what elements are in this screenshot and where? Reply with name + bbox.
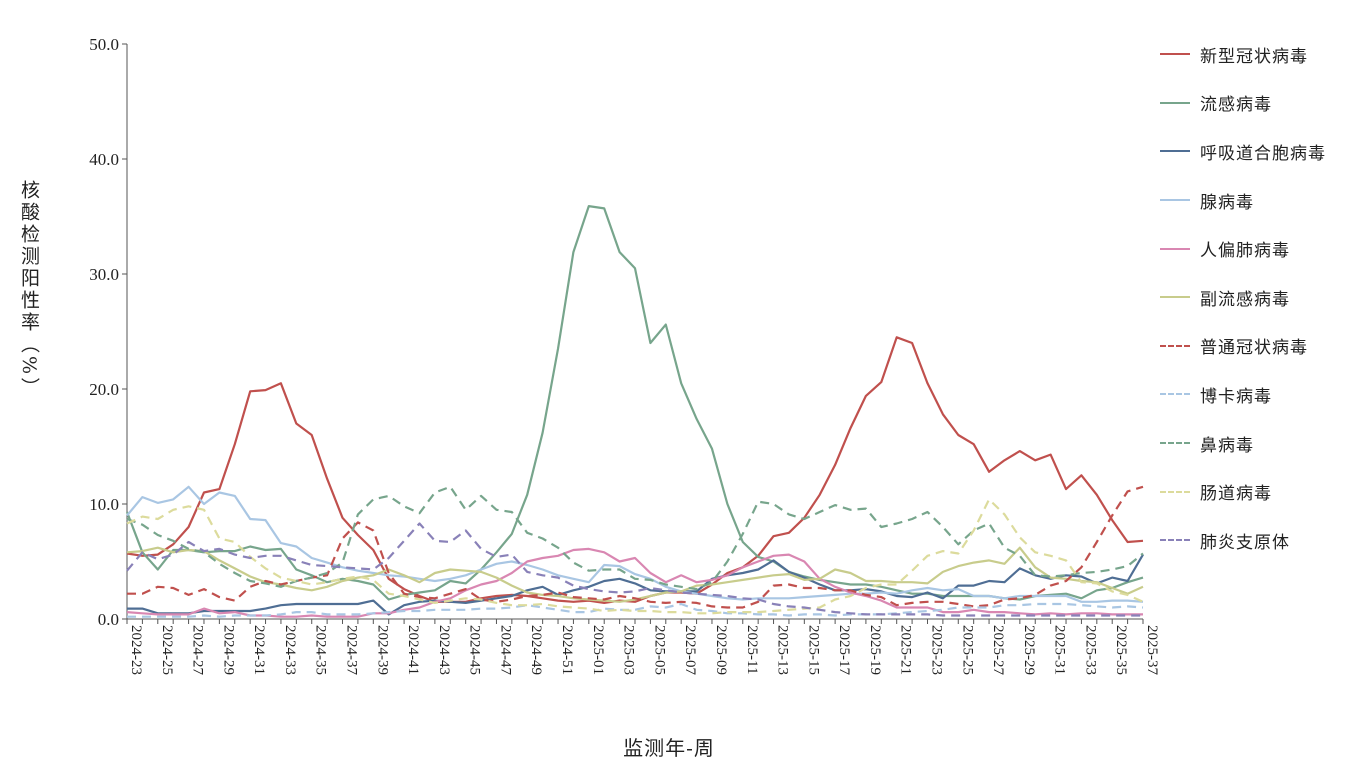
- x-tick-label: 2024-33: [282, 625, 298, 675]
- legend-item: 博卡病毒: [1160, 370, 1365, 419]
- y-tick-label: 10.0: [89, 495, 119, 514]
- x-tick-label: 2025-03: [621, 625, 637, 675]
- x-tick-label: 2025-35: [1113, 625, 1129, 675]
- x-tick-label: 2024-39: [374, 625, 390, 675]
- legend-label: 鼻病毒: [1200, 435, 1254, 456]
- x-tick-label: 2025-21: [898, 625, 914, 675]
- axes: 0.0 10.0 20.0 30.0 40.0 50.0 2024-23 2024-25 202…: [89, 35, 1160, 675]
- legend-label: 呼吸道合胞病毒: [1200, 143, 1326, 164]
- legend-item: 普通冠状病毒: [1160, 322, 1365, 371]
- series-line-5: [126, 546, 1144, 603]
- y-tick-label: 50.0: [89, 35, 119, 54]
- x-tick-label: 2025-09: [713, 625, 729, 675]
- x-tick-label: 2025-17: [836, 625, 852, 675]
- series-lines: [125, 205, 1144, 618]
- x-tick-label: 2025-23: [928, 625, 944, 675]
- x-tick-label: 2024-37: [344, 625, 360, 675]
- legend-item: 人偏肺病毒: [1160, 224, 1365, 273]
- x-tick-label: 2025-19: [867, 625, 883, 675]
- x-tick-label: 2024-49: [528, 625, 544, 675]
- x-tick-label: 2025-01: [590, 625, 606, 675]
- x-tick-label: 2025-13: [775, 625, 791, 675]
- x-tick-label: 2024-51: [559, 625, 575, 675]
- legend-label: 普通冠状病毒: [1200, 338, 1308, 359]
- legend-label: 肠道病毒: [1200, 484, 1272, 505]
- legend-swatch: [1160, 393, 1190, 396]
- y-tick-label: 40.0: [89, 150, 119, 169]
- legend-item: 肺炎支原体: [1160, 516, 1365, 565]
- y-tick-label: 20.0: [89, 380, 119, 399]
- legend-swatch: [1160, 490, 1190, 493]
- x-tick-label: 2024-41: [405, 625, 421, 675]
- legend-swatch: [1160, 296, 1190, 299]
- series-line-4: [126, 547, 1143, 618]
- x-tick-label: 2024-25: [159, 625, 175, 675]
- x-tick-label: 2025-15: [805, 625, 821, 675]
- x-tick-label: 2024-43: [436, 625, 452, 675]
- y-axis-label: 核酸检测阳性率（%）: [18, 180, 40, 400]
- series-line-7: [127, 602, 1144, 618]
- legend-label: 人偏肺病毒: [1200, 241, 1290, 262]
- legend-item: 腺病毒: [1160, 176, 1365, 225]
- series-line-0: [126, 336, 1144, 605]
- series-line-10: [126, 522, 1143, 617]
- x-tick-label: 2024-47: [497, 625, 513, 675]
- legend-item: 流感病毒: [1160, 79, 1365, 128]
- legend-swatch: [1160, 344, 1190, 347]
- legend-swatch: [1160, 199, 1190, 202]
- legend-item: 肠道病毒: [1160, 467, 1365, 516]
- y-tick-label: 30.0: [89, 265, 119, 284]
- x-tick-label: 2024-27: [190, 625, 206, 675]
- x-tick-label: 2024-45: [467, 625, 483, 675]
- x-tick-label: 2025-07: [682, 625, 698, 675]
- x-tick-label: 2024-29: [220, 625, 236, 675]
- legend-swatch: [1160, 101, 1190, 104]
- legend-swatch: [1160, 442, 1190, 445]
- legend-label: 肺炎支原体: [1200, 532, 1290, 553]
- x-tick-label: 2025-29: [1021, 625, 1037, 675]
- series-line-2: [127, 554, 1144, 616]
- x-tick-label: 2024-31: [251, 625, 267, 675]
- legend-item: 副流感病毒: [1160, 273, 1365, 322]
- series-line-3: [126, 485, 1144, 603]
- x-tick-label: 2024-35: [313, 625, 329, 675]
- legend-item: 呼吸道合胞病毒: [1160, 127, 1365, 176]
- x-tick-label: 2025-05: [651, 625, 667, 675]
- legend: 新型冠状病毒 流感病毒呼吸道合胞病毒 腺病毒人偏肺病毒副流感病毒普通冠状病毒 博卡病毒…: [1160, 30, 1365, 565]
- legend-label: 副流感病毒: [1200, 289, 1290, 310]
- legend-item: 新型冠状病毒: [1160, 30, 1365, 79]
- x-tick-label: 2025-37: [1144, 625, 1160, 675]
- x-tick-label: 2025-33: [1082, 625, 1098, 675]
- series-line-6: [127, 485, 1144, 609]
- legend-label: 流感病毒: [1200, 95, 1272, 116]
- x-tick-label: 2025-25: [959, 625, 975, 675]
- x-axis-label: 监测年-周: [623, 736, 715, 760]
- x-tick-label: 2024-23: [128, 625, 144, 675]
- legend-item: 鼻病毒: [1160, 419, 1365, 468]
- x-tick-label: 2025-11: [744, 625, 760, 674]
- legend-swatch: [1160, 150, 1190, 153]
- x-tick-label: 2025-27: [990, 625, 1006, 675]
- series-line-8: [126, 485, 1144, 591]
- legend-label: 博卡病毒: [1200, 386, 1272, 407]
- legend-swatch: [1160, 539, 1190, 542]
- series-line-9: [126, 498, 1144, 615]
- legend-swatch: [1160, 53, 1190, 56]
- legend-label: 新型冠状病毒: [1200, 46, 1308, 67]
- legend-swatch: [1160, 247, 1190, 250]
- x-tick-label: 2025-31: [1052, 625, 1068, 675]
- legend-label: 腺病毒: [1200, 192, 1254, 213]
- y-tick-label: 0.0: [98, 610, 119, 629]
